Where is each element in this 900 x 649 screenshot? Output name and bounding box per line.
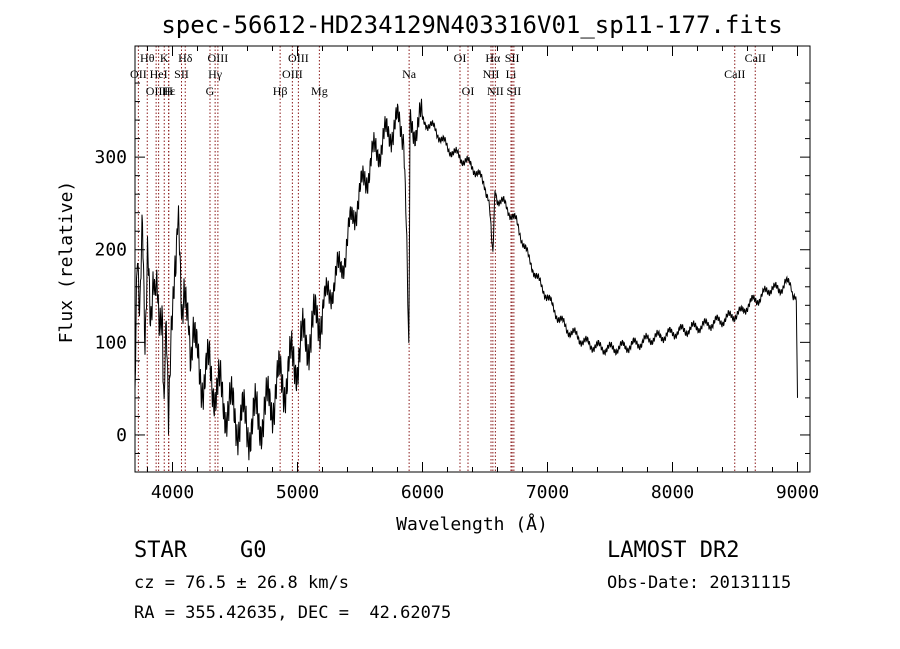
x-tick-label: 7000 bbox=[526, 482, 569, 503]
line-marker-label: Hβ bbox=[273, 84, 288, 98]
line-marker-label: K bbox=[160, 51, 169, 65]
line-marker-label: H bbox=[164, 84, 173, 98]
x-tick-label: 6000 bbox=[401, 482, 444, 503]
y-tick-label: 200 bbox=[94, 240, 127, 261]
line-marker-labels: OII Hθ OIII HeI K HHε SII Hδ G Hγ OIII Hβ OIII OIII Mg… bbox=[130, 51, 766, 98]
spectrum-chart: spec-56612-HD234129N403316V01_sp11-177.f… bbox=[56, 11, 819, 535]
y-tick-label: 0 bbox=[116, 425, 127, 446]
spectrum-line bbox=[134, 98, 798, 461]
line-marker-label: OIII bbox=[146, 84, 167, 98]
line-marker-label: NII bbox=[487, 84, 504, 98]
line-marker-label: Hδ bbox=[178, 51, 193, 65]
line-marker-label: Hγ bbox=[208, 67, 223, 81]
line-marker-label: OIII bbox=[208, 51, 229, 65]
spectrum-series bbox=[134, 98, 798, 461]
chart-title: spec-56612-HD234129N403316V01_sp11-177.f… bbox=[161, 11, 782, 39]
line-marker-label: SII bbox=[507, 84, 522, 98]
x-tick-label: 5000 bbox=[276, 482, 319, 503]
line-marker-label: G bbox=[206, 84, 215, 98]
y-axis-label: Flux (relative) bbox=[56, 181, 77, 344]
line-marker-label: CaII bbox=[724, 67, 745, 81]
y-tick-label: 100 bbox=[94, 332, 127, 353]
line-marker-label: Hα bbox=[485, 51, 501, 65]
x-tick-label: 9000 bbox=[776, 482, 819, 503]
x-tick-label: 4000 bbox=[151, 482, 194, 503]
line-marker-label: CaII bbox=[745, 51, 766, 65]
line-marker-label: OIII bbox=[288, 51, 309, 65]
line-marker-label: OI bbox=[462, 84, 475, 98]
line-marker-label: OIII bbox=[282, 67, 303, 81]
y-tick-label: 300 bbox=[94, 147, 127, 168]
line-marker-label: HeI bbox=[150, 67, 168, 81]
line-marker-label: NII bbox=[483, 67, 500, 81]
x-axis-label: Wavelength (Å) bbox=[396, 513, 548, 535]
object-subclass: G0 bbox=[240, 538, 267, 563]
redshift-info: cz = 76.5 ± 26.8 km/s bbox=[134, 573, 349, 593]
plot-frame bbox=[134, 45, 811, 473]
coordinates: RA = 355.42635, DEC = 42.62075 bbox=[134, 603, 452, 623]
line-marker-label: OI bbox=[454, 51, 467, 65]
line-marker-label: OII bbox=[130, 67, 147, 81]
line-marker-label: SII bbox=[505, 51, 520, 65]
observation-date: Obs-Date: 20131115 bbox=[607, 573, 792, 593]
line-marker-label: Li bbox=[506, 67, 517, 81]
line-marker-label: SII bbox=[174, 67, 189, 81]
line-marker-label: Hε bbox=[162, 84, 176, 98]
survey-name: LAMOST DR2 bbox=[607, 538, 740, 563]
line-marker-label: Mg bbox=[311, 84, 328, 98]
axis-ticks: 4000 5000 6000 7000 8000 9000 0 100 200 300 bbox=[94, 46, 819, 503]
line-marker-label: Na bbox=[402, 67, 417, 81]
object-class: STAR bbox=[134, 538, 187, 563]
line-marker-label: Hθ bbox=[140, 51, 155, 65]
x-tick-label: 8000 bbox=[651, 482, 694, 503]
line-markers bbox=[137, 46, 756, 472]
